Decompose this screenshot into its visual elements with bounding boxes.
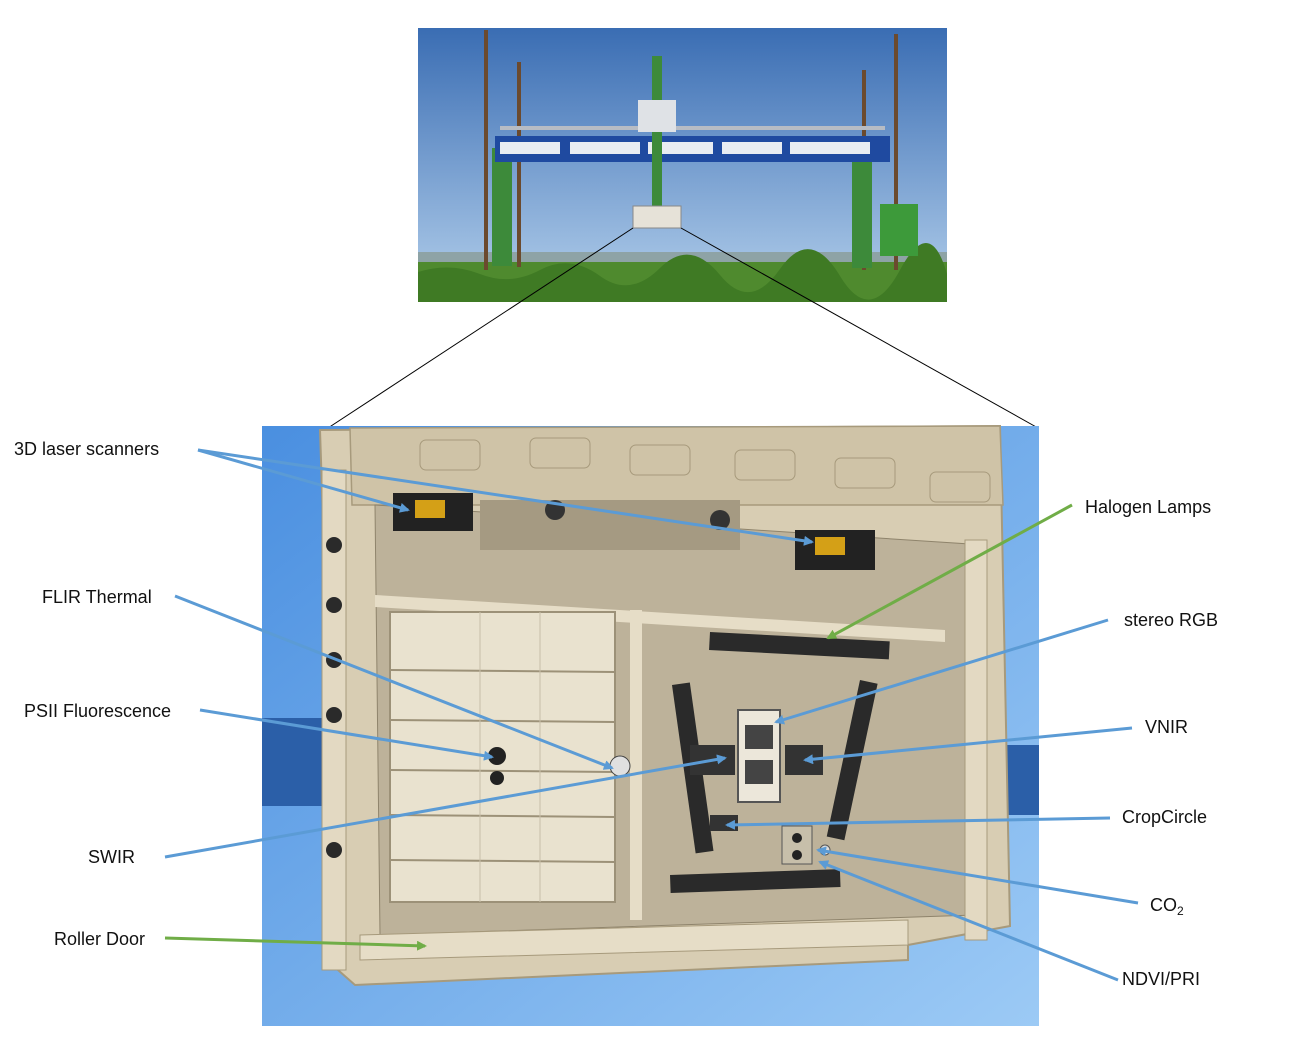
label-3d-laser-scanners: 3D laser scanners bbox=[14, 439, 160, 459]
label-halogen-lamps: Halogen Lamps bbox=[1085, 497, 1212, 517]
arrow-halogen bbox=[826, 503, 1073, 640]
annotation-arrows bbox=[164, 448, 1139, 982]
arrow-vnir bbox=[803, 726, 1133, 765]
label-flir-thermal: FLIR Thermal bbox=[42, 587, 152, 607]
arrow-roller-door bbox=[164, 936, 427, 951]
arrow-co2 bbox=[816, 846, 1139, 905]
label-roller-door: Roller Door bbox=[54, 929, 146, 949]
field-gantry-photo bbox=[418, 28, 947, 302]
arrow-ndvi bbox=[818, 860, 1119, 982]
label-stereo-rgb: stereo RGB bbox=[1124, 610, 1219, 630]
label-cropcircle: CropCircle bbox=[1122, 807, 1208, 827]
connector-right bbox=[680, 227, 1039, 429]
connector-left bbox=[327, 227, 634, 429]
sensor-box-underside-photo bbox=[262, 424, 1039, 1026]
label-co2: CO2 bbox=[1150, 894, 1184, 922]
label-vnir: VNIR bbox=[1145, 717, 1189, 737]
label-swir: SWIR bbox=[88, 847, 135, 867]
arrow-psii bbox=[199, 708, 494, 761]
arrow-laser-left bbox=[197, 448, 410, 513]
arrow-laser-right bbox=[197, 448, 814, 546]
arrow-flir bbox=[174, 594, 614, 770]
label-co2-subscript: 2 bbox=[1177, 904, 1184, 918]
label-ndvi-pri: NDVI/PRI bbox=[1122, 969, 1201, 989]
arrow-stereo-rgb bbox=[774, 618, 1109, 725]
label-psii-fluorescence: PSII Fluorescence bbox=[24, 701, 172, 721]
arrow-swir bbox=[164, 754, 727, 859]
label-co2-main: CO bbox=[1150, 895, 1177, 915]
arrow-cropcircle bbox=[725, 816, 1111, 830]
